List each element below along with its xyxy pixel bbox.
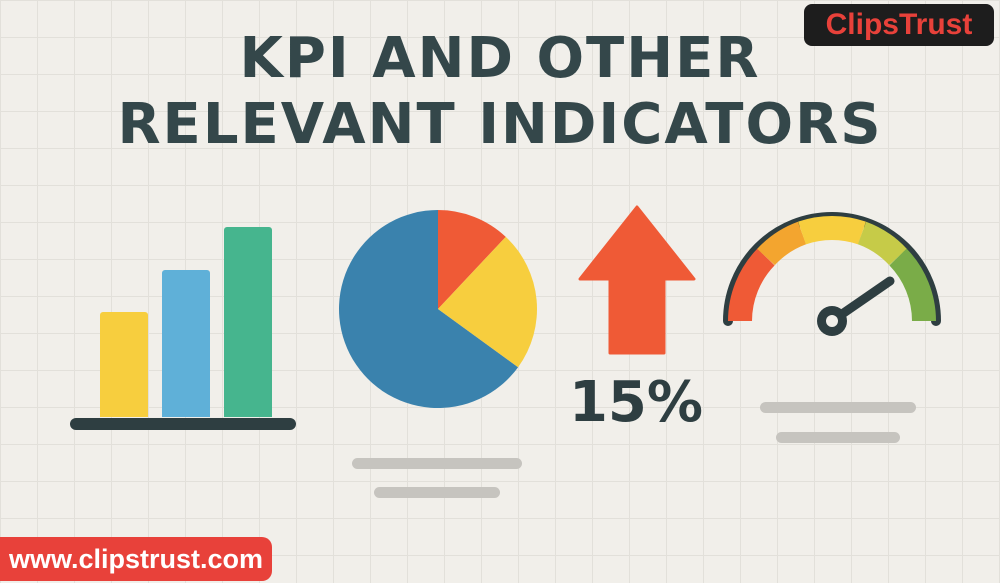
pie-slice-2 <box>438 210 506 309</box>
pie-chart <box>338 209 538 413</box>
title-line-1: KPI AND OTHER <box>239 26 761 91</box>
up-arrow-icon <box>578 205 696 359</box>
website-url-badge[interactable]: www.clipstrust.com <box>0 537 272 581</box>
bar-chart-baseline <box>70 418 296 430</box>
bar-1 <box>100 312 148 417</box>
pie-slice-1 <box>339 210 519 408</box>
percent-change: 15% <box>568 370 704 435</box>
gauge-caption-line-2 <box>776 432 900 443</box>
bar-3 <box>224 227 272 417</box>
bar-2 <box>162 270 210 417</box>
title-line-2: RELEVANT INDICATORS <box>117 92 883 157</box>
pie-slice-3 <box>438 236 537 368</box>
gauge-caption-line-1 <box>760 402 916 413</box>
brand-logo-text: ClipsTrust <box>825 8 973 41</box>
website-url[interactable]: www.clipstrust.com <box>8 544 264 574</box>
pie-chart-svg <box>339 210 537 408</box>
pie-caption-line-2 <box>374 487 500 498</box>
page-title: KPI AND OTHER RELEVANT INDICATORS <box>0 26 1000 158</box>
brand-logo: ClipsTrust <box>804 4 994 46</box>
gauge-icon <box>712 203 952 347</box>
pie-caption-line-1 <box>352 458 522 469</box>
